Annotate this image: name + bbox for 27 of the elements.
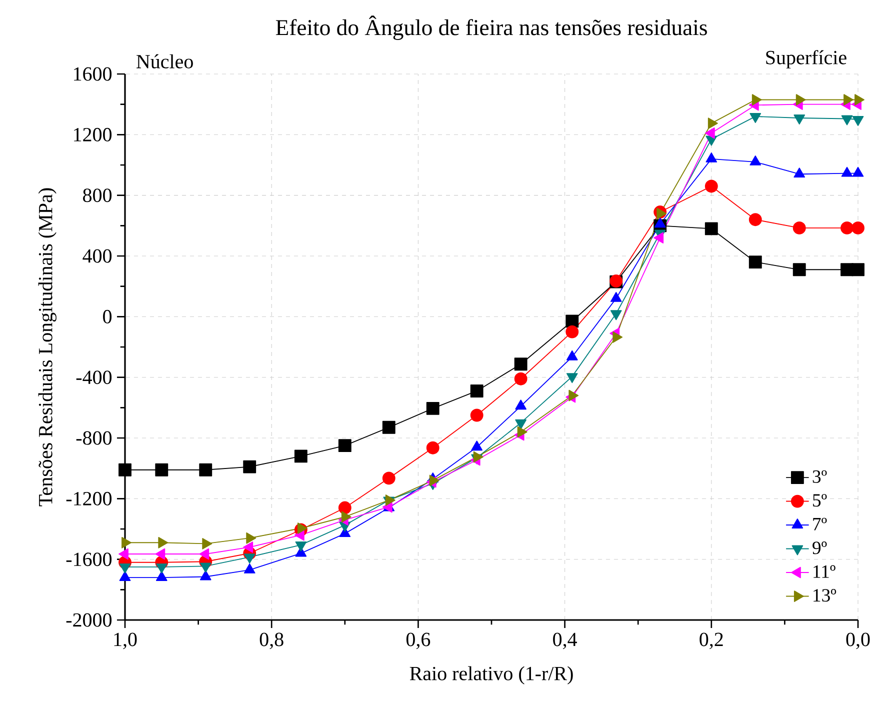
y-tick-label: 400 bbox=[82, 249, 112, 263]
text: Núcleo bbox=[136, 54, 193, 68]
y-tick-label: -400 bbox=[76, 370, 112, 384]
x-tick-label: 0,6 bbox=[406, 632, 430, 650]
chart-title: Efeito do Ângulo de fieira nas tensões residuais bbox=[276, 16, 707, 40]
x-tick-label: 0,4 bbox=[553, 632, 577, 650]
y-tick-label: -1200 bbox=[66, 492, 112, 506]
legend-label: 13º bbox=[814, 589, 836, 602]
legend-label: 7º bbox=[813, 518, 827, 530]
legend-label: 3º bbox=[812, 470, 827, 483]
y-tick-label: 0 bbox=[103, 310, 112, 324]
x-tick-label: 0,8 bbox=[260, 632, 284, 650]
legend-label: 9º bbox=[812, 542, 827, 554]
text: Superfície bbox=[766, 50, 846, 68]
y-tick-label: 800 bbox=[83, 188, 112, 202]
x-tick-label: 1,0 bbox=[114, 632, 137, 650]
x-tick-label: 0,2 bbox=[700, 632, 723, 650]
y-tick-label: -800 bbox=[76, 431, 112, 445]
legend-label: 11º bbox=[814, 565, 836, 578]
y-tick-label: -1600 bbox=[66, 552, 112, 566]
x-axis-title: Raio relativo (1-r/R) bbox=[410, 666, 573, 684]
y-tick-label: -2000 bbox=[66, 613, 112, 627]
y-axis-title: Tensões Residuais Longitudinais (MPa) bbox=[38, 188, 56, 506]
legend-label: 5º bbox=[813, 494, 827, 507]
y-tick-label: 1600 bbox=[74, 67, 112, 81]
x-tick-label: 0,0 bbox=[846, 632, 870, 650]
y-tick-label: 1200 bbox=[74, 128, 112, 142]
